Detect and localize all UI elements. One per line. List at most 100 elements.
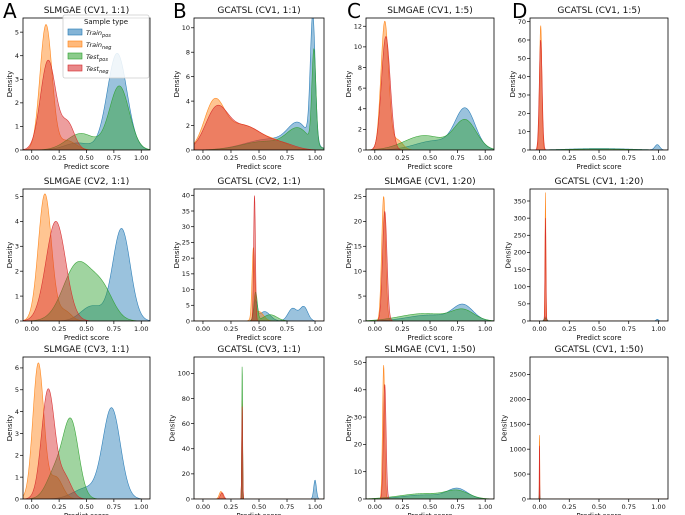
density-test-neg xyxy=(530,445,668,499)
x-tick-label: 0.25 xyxy=(562,503,576,511)
y-tick-label: 15 xyxy=(182,270,190,278)
y-tick-label: 60 xyxy=(182,420,190,428)
legend-label-train-neg: Trainneg xyxy=(86,41,111,51)
x-tick-label: 0.75 xyxy=(450,503,464,511)
y-axis-label: Density xyxy=(173,242,181,269)
density-test-pos xyxy=(194,366,324,499)
axes-frame xyxy=(193,188,325,322)
density-test-pos xyxy=(23,85,150,150)
density-areas xyxy=(194,195,324,321)
y-axis-label: Density xyxy=(6,71,14,98)
y-tick-label: 300 xyxy=(514,214,526,222)
y-tick-label: 30 xyxy=(518,91,526,99)
y-tick-label: 4 xyxy=(15,52,19,60)
x-tick-label: 1.00 xyxy=(478,154,492,162)
y-tick-label: 150 xyxy=(514,266,526,274)
x-tick-label: 0.00 xyxy=(368,154,382,162)
y-tick-label: 35 xyxy=(182,207,190,215)
density-test-pos xyxy=(530,494,668,499)
x-tick-label: 0.25 xyxy=(224,154,238,162)
subplot-7: SLMGAE (CV1, 1:20) 0.00 0.25 0.50 0.75 1.00 0 5… xyxy=(345,177,495,342)
x-tick-label: 0.25 xyxy=(52,325,66,333)
x-axis-label: Predict score xyxy=(576,334,621,342)
y-tick-label: 2 xyxy=(15,267,19,275)
x-tick-label: 0.25 xyxy=(52,154,66,162)
subplot-title: GCATSL (CV1, 1:1) xyxy=(217,6,300,16)
y-axis-label: Density xyxy=(345,71,353,98)
density-areas xyxy=(194,18,324,150)
axes-frame xyxy=(529,17,669,151)
density-areas xyxy=(194,366,324,499)
subplot-title: GCATSL (CV2, 1:1) xyxy=(217,177,300,187)
y-axis-label: Density xyxy=(501,415,509,442)
y-tick-label: 0 xyxy=(186,495,190,503)
density-train-pos xyxy=(366,303,494,321)
y-tick-label: 6 xyxy=(358,84,362,92)
density-test-neg xyxy=(23,59,150,150)
x-tick-label: 0.50 xyxy=(592,325,606,333)
x-tick-label: 0.25 xyxy=(52,503,66,511)
y-tick-label: 1500 xyxy=(509,421,526,429)
density-test-neg xyxy=(194,104,324,150)
subplot-title: GCATSL (CV1, 1:20) xyxy=(555,177,644,187)
y-tick-label: 4 xyxy=(186,97,190,105)
x-tick-label: 0.75 xyxy=(280,154,294,162)
y-axis-label: Density xyxy=(345,242,353,269)
x-tick-label: 0.50 xyxy=(423,503,437,511)
subplot-title: SLMGAE (CV1, 1:50) xyxy=(384,345,475,355)
y-axis-label: Density xyxy=(6,242,14,269)
x-tick-label: 0.75 xyxy=(107,325,121,333)
y-tick-label: 0 xyxy=(15,146,19,154)
density-areas xyxy=(530,192,668,321)
subplot-3: SLMGAE (CV1, 1:5) 0.00 0.25 0.50 0.75 1.00 0 2 4… xyxy=(345,6,495,171)
y-tick-label: 1 xyxy=(15,123,19,131)
y-tick-label: 2500 xyxy=(509,371,526,379)
density-train-pos xyxy=(23,228,150,321)
y-tick-label: 3 xyxy=(15,76,19,84)
y-tick-label: 40 xyxy=(182,192,190,200)
subplot-6: GCATSL (CV2, 1:1) 0.00 0.25 0.50 0.75 1.00 0 5 1… xyxy=(173,177,325,342)
panel-labels: A B C D xyxy=(3,0,527,23)
y-tick-label: 10 xyxy=(354,468,362,476)
x-tick-label: 0.50 xyxy=(252,503,266,511)
y-tick-label: 2 xyxy=(186,122,190,130)
y-tick-label: 0 xyxy=(15,317,19,325)
y-axis-label: Density xyxy=(505,242,513,269)
y-tick-label: 1 xyxy=(15,473,19,481)
y-tick-label: 0 xyxy=(358,317,362,325)
y-tick-label: 1 xyxy=(15,292,19,300)
subplot-8: GCATSL (CV1, 1:20) 0.00 0.25 0.50 0.75 1.00 0 5… xyxy=(505,177,669,342)
axes-frame xyxy=(193,356,325,500)
subplot-2: GCATSL (CV1, 1:1) 0.00 0.25 0.50 0.75 1.00 0 2 4… xyxy=(173,6,325,171)
y-tick-label: 50 xyxy=(354,359,362,367)
y-axis-label: Density xyxy=(169,415,177,442)
x-tick-label: 0.00 xyxy=(196,325,210,333)
x-tick-label: 1.00 xyxy=(134,503,148,511)
y-tick-label: 80 xyxy=(182,395,190,403)
x-tick-label: 0.00 xyxy=(25,503,39,511)
x-tick-label: 0.50 xyxy=(592,503,606,511)
y-tick-label: 10 xyxy=(518,128,526,136)
density-test-pos xyxy=(23,261,150,321)
subplot-11: SLMGAE (CV1, 1:50) 0.00 0.25 0.50 0.75 1.00 0 1… xyxy=(345,345,495,515)
density-areas xyxy=(23,193,150,321)
y-tick-label: 20 xyxy=(354,441,362,449)
y-tick-label: 10 xyxy=(182,286,190,294)
x-tick-label: 0.50 xyxy=(423,154,437,162)
density-train-neg xyxy=(530,192,668,321)
y-tick-label: 8 xyxy=(186,49,190,57)
subplot-grid: SLMGAE (CV1, 1:1)0.00 0.25 0.50 0.75 1.00012… xyxy=(6,6,669,515)
y-tick-label: 2 xyxy=(15,452,19,460)
subplot-1: SLMGAE (CV1, 1:1) 0.00 0.25 0.50 0.75 1.00 0 1 2… xyxy=(6,6,151,171)
x-tick-label: 0.00 xyxy=(25,325,39,333)
y-tick-label: 70 xyxy=(518,18,526,26)
y-tick-label: 6 xyxy=(186,73,190,81)
y-tick-label: 40 xyxy=(182,445,190,453)
x-tick-label: 1.00 xyxy=(308,325,322,333)
density-train-neg xyxy=(194,247,324,321)
density-train-neg xyxy=(530,25,668,150)
x-tick-label: 0.50 xyxy=(252,325,266,333)
legend-swatch-train-neg xyxy=(67,40,83,48)
x-tick-label: 0.25 xyxy=(562,325,576,333)
